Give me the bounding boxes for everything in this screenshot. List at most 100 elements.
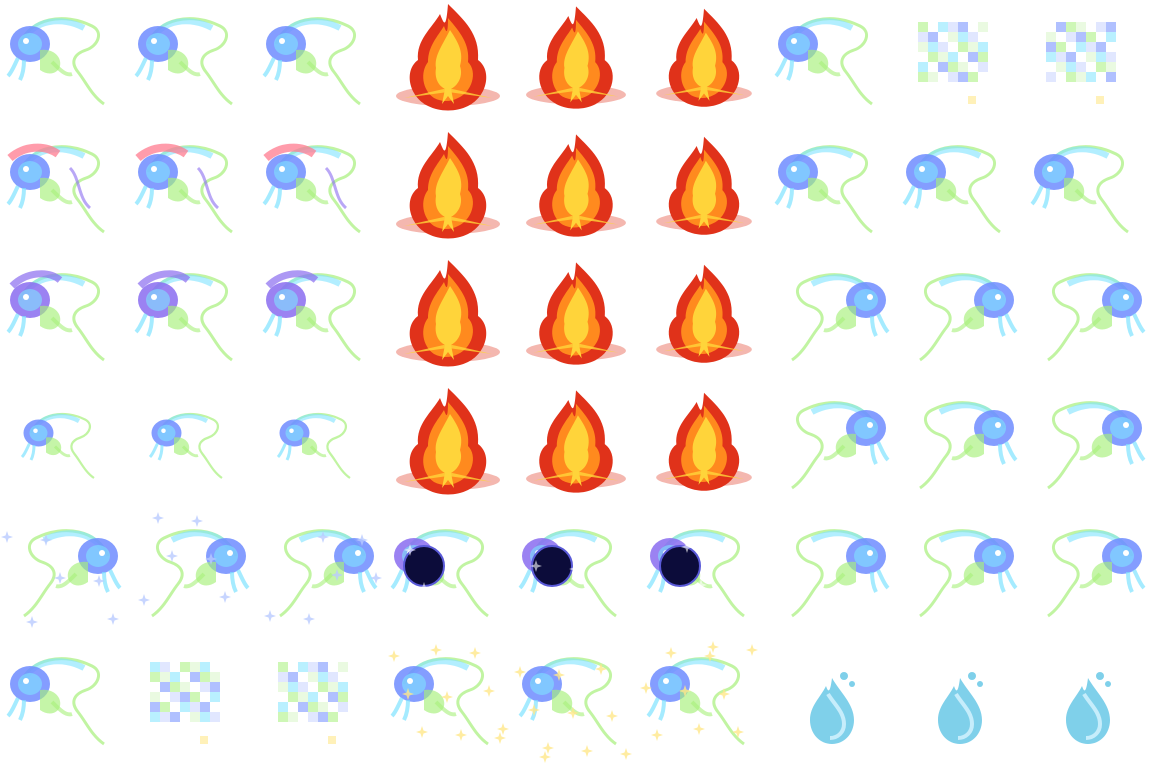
- sprite-frame-spirit-small: [128, 384, 256, 512]
- sprite-frame-water-droplet: [768, 640, 896, 768]
- sprite-frame-fire-burst: [384, 384, 512, 512]
- fire-burst-sprite: [396, 260, 500, 367]
- sprite-frame-fire-burst: [640, 384, 768, 512]
- spirit-right-sprite: [919, 529, 1018, 618]
- spirit-left-sprite: [6, 657, 105, 746]
- sprite-frame-spirit-left: [128, 0, 256, 128]
- spirit-right-sprite: [919, 401, 1018, 490]
- sprite-frame-spirit-left: [896, 128, 1024, 256]
- sprite-frame-spirit-violet: [128, 256, 256, 384]
- sprite-frame-spirit-pixelated: [128, 640, 256, 768]
- spirit-pink-flare-sprite: [262, 143, 361, 234]
- sprite-frame-spirit-dark-orb: [384, 512, 512, 640]
- sprite-frame-spirit-right: [1024, 512, 1152, 640]
- spirit-left-sprite: [6, 17, 105, 106]
- sprite-frame-fire-burst: [512, 256, 640, 384]
- sprite-frame-fire-burst: [384, 256, 512, 384]
- fire-burst-sprite: [526, 262, 626, 365]
- sprite-frame-spirit-small: [256, 384, 384, 512]
- sprite-frame-spirit-right: [1024, 384, 1152, 512]
- fire-burst-sprite: [656, 8, 752, 107]
- sprite-frame-spirit-gold-sparkle: [512, 640, 640, 768]
- fire-burst-sprite: [526, 6, 626, 109]
- fire-burst-sprite: [396, 4, 500, 111]
- spirit-pink-flare-sprite: [134, 143, 233, 234]
- spirit-gold-sparkle-sprite: [514, 657, 632, 763]
- spirit-left-sprite: [262, 17, 361, 106]
- sprite-frame-water-droplet: [1024, 640, 1152, 768]
- sprite-frame-spirit-left: [768, 128, 896, 256]
- sprite-frame-spirit-violet: [256, 256, 384, 384]
- sprite-frame-spirit-pixelated: [256, 640, 384, 768]
- sprite-frame-spirit-pixelated: [896, 0, 1024, 128]
- spirit-left-sprite: [774, 145, 873, 234]
- spirit-violet-sprite: [134, 270, 233, 362]
- spirit-right-sprite: [1047, 401, 1146, 490]
- sprite-frame-spirit-right: [768, 256, 896, 384]
- fire-burst-sprite: [656, 136, 752, 235]
- water-droplet-sprite: [938, 672, 983, 744]
- spirit-left-sprite: [134, 17, 233, 106]
- sprite-frame-fire-burst: [512, 0, 640, 128]
- spirit-pink-flare-sprite: [6, 143, 105, 234]
- fire-burst-sprite: [396, 388, 500, 495]
- sprite-frame-water-droplet: [896, 640, 1024, 768]
- sprite-frame-spirit-small: [0, 384, 128, 512]
- sprite-frame-spirit-left: [768, 0, 896, 128]
- fire-burst-sprite: [656, 392, 752, 491]
- sprite-frame-spirit-pink-flare: [0, 128, 128, 256]
- fire-burst-sprite: [526, 134, 626, 237]
- spirit-dark-orb-sprite: [516, 519, 617, 618]
- spirit-left-sprite: [774, 17, 873, 106]
- spirit-violet-sprite: [6, 270, 105, 362]
- sprite-frame-fire-burst: [640, 128, 768, 256]
- sprite-frame-spirit-right: [896, 256, 1024, 384]
- spirit-violet-sprite: [262, 270, 361, 362]
- spirit-gold-sparkle-sprite: [388, 644, 509, 746]
- sprite-frame-spirit-right: [896, 384, 1024, 512]
- fire-burst-sprite: [396, 132, 500, 239]
- spirit-right-sprite: [791, 273, 890, 362]
- spirit-right-sprite: [791, 529, 890, 618]
- sprite-frame-fire-burst: [384, 128, 512, 256]
- sprite-frame-spirit-left: [0, 0, 128, 128]
- spirit-sparkle-sprite: [138, 512, 250, 618]
- spirit-small-sprite: [148, 412, 223, 479]
- water-droplet-sprite: [1066, 672, 1111, 744]
- spirit-small-sprite: [276, 412, 351, 479]
- sprite-frame-fire-burst: [640, 0, 768, 128]
- spirit-left-sprite: [1030, 145, 1129, 234]
- sprite-frame-fire-burst: [512, 128, 640, 256]
- sprite-frame-spirit-gold-sparkle: [640, 640, 768, 768]
- sprite-frame-fire-burst: [384, 0, 512, 128]
- spirit-sparkle-sprite: [1, 529, 122, 628]
- sprite-frame-spirit-gold-sparkle: [384, 640, 512, 768]
- fire-burst-sprite: [526, 390, 626, 493]
- sprite-frame-spirit-dark-orb: [640, 512, 768, 640]
- sprite-frame-fire-burst: [512, 384, 640, 512]
- water-droplet-sprite: [810, 672, 855, 744]
- spirit-right-sprite: [1047, 273, 1146, 362]
- fire-burst-sprite: [656, 264, 752, 363]
- sprite-frame-spirit-pink-flare: [128, 128, 256, 256]
- sprite-frame-spirit-sparkle: [0, 512, 128, 640]
- spirit-gold-sparkle-sprite: [640, 641, 758, 746]
- spirit-right-sprite: [919, 273, 1018, 362]
- sprite-frame-spirit-right: [768, 384, 896, 512]
- sprite-frame-fire-burst: [640, 256, 768, 384]
- spirit-dark-orb-sprite: [390, 529, 497, 635]
- sprite-frame-spirit-violet: [0, 256, 128, 384]
- spirit-right-sprite: [1047, 529, 1146, 618]
- sprite-frame-spirit-left: [256, 0, 384, 128]
- sprite-frame-spirit-pink-flare: [256, 128, 384, 256]
- sprite-frame-spirit-left: [0, 640, 128, 768]
- spirit-pixelated-sprite: [150, 662, 220, 744]
- sprite-frame-spirit-right: [896, 512, 1024, 640]
- spirit-left-sprite: [902, 145, 1001, 234]
- sprite-frame-spirit-sparkle: [256, 512, 384, 640]
- spirit-dark-orb-sprite: [642, 529, 760, 632]
- sprite-frame-spirit-sparkle: [128, 512, 256, 640]
- sprite-frame-spirit-right: [768, 512, 896, 640]
- spirit-pixelated-sprite: [1046, 22, 1116, 104]
